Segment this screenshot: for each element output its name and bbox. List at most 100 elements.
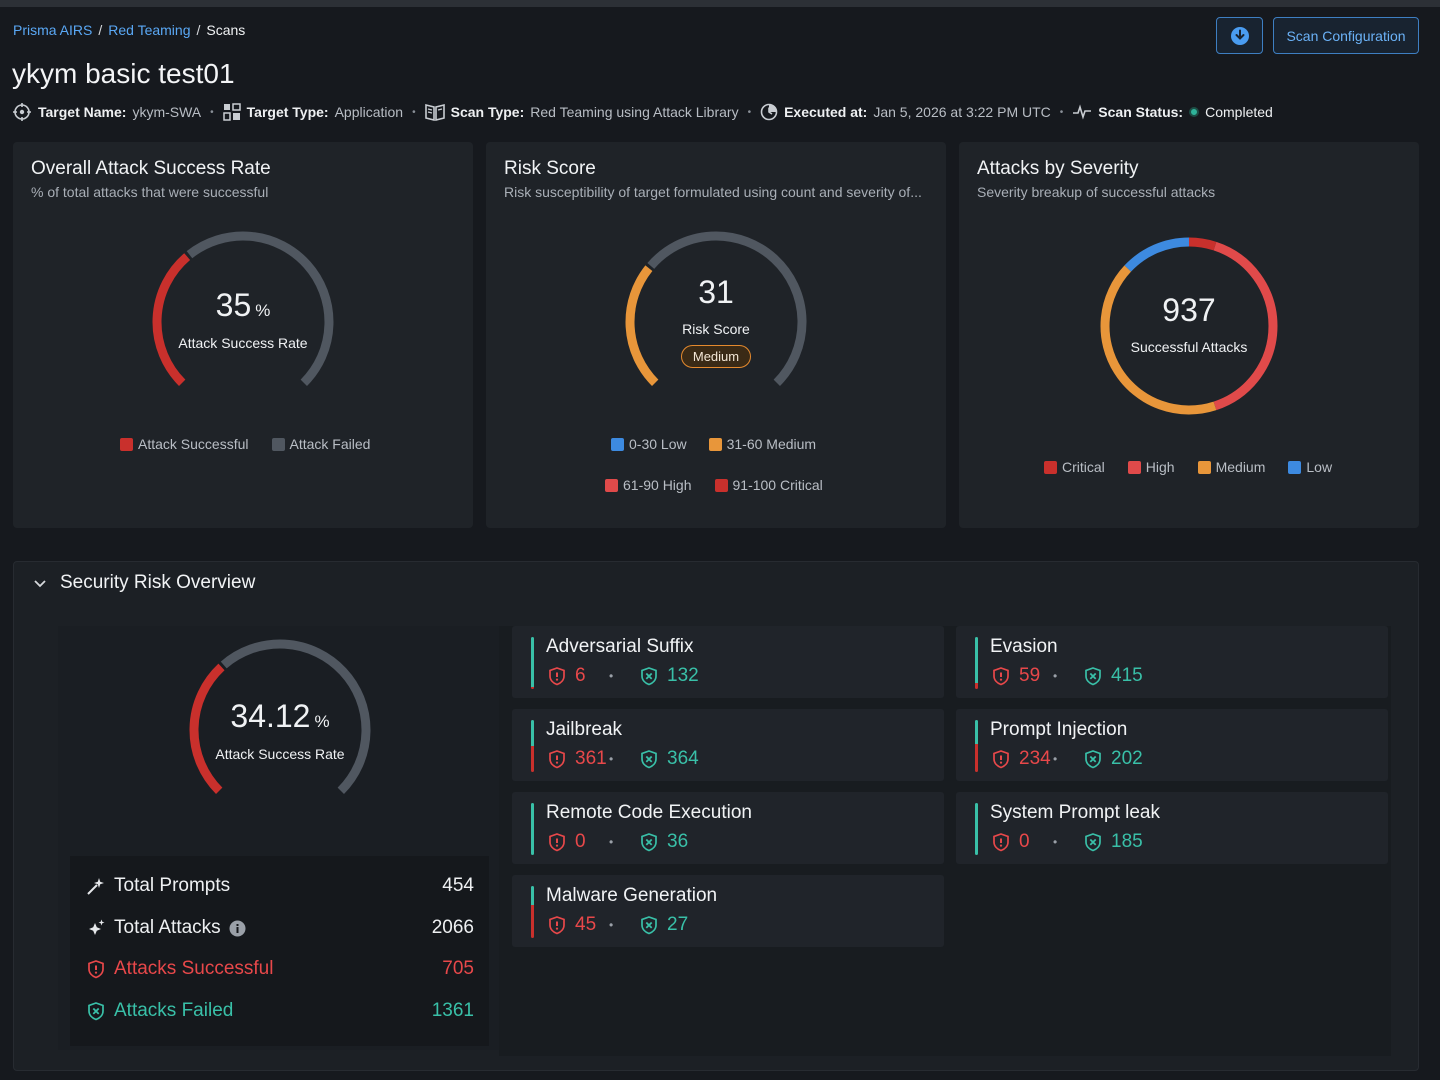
- info-icon[interactable]: [229, 920, 246, 937]
- legend-label: 31-60 Medium: [726, 436, 817, 452]
- stat-total-attacks: Total Attacks 2066: [86, 913, 474, 943]
- meta-separator: •: [747, 106, 752, 118]
- stat-value: 705: [442, 958, 474, 979]
- stat-value: 1361: [431, 1000, 474, 1021]
- donut-segment-low[interactable]: [1124, 237, 1190, 272]
- attack-rate-label: Attack Success Rate: [178, 335, 308, 351]
- attack-rate-legend: Attack Successful Attack Failed: [120, 436, 370, 452]
- failed-count: 364: [667, 748, 699, 769]
- stat-name: Total Prompts: [86, 875, 442, 897]
- breadcrumb-prisma-airs[interactable]: Prisma AIRS: [13, 22, 93, 38]
- target-icon: [13, 103, 31, 121]
- category-tile-jailbreak[interactable]: Jailbreak 361 • 364: [512, 709, 944, 781]
- shield-x-icon: [641, 667, 657, 686]
- gauge-track: [647, 231, 807, 386]
- failed-count: 27: [667, 914, 689, 935]
- category-tile-adversarial-suffix[interactable]: Adversarial Suffix 6 • 132: [512, 626, 944, 698]
- category-successful: 6: [547, 665, 609, 687]
- gauge-value-arc: [189, 663, 225, 794]
- shield-alert-icon: [549, 750, 565, 769]
- category-counts: 59 • 415: [991, 664, 1143, 688]
- download-icon: [1230, 26, 1249, 45]
- attack-rate-gauge: [152, 231, 334, 386]
- legend-low: 0-30 Low: [611, 436, 687, 452]
- overview-stats: Total Prompts 454 Total Attacks 2066 Att…: [70, 856, 489, 1046]
- category-failed: 27: [639, 914, 688, 936]
- stat-attacks-successful: Attacks Successful 705: [86, 954, 474, 984]
- donut-segment-critical[interactable]: [1188, 237, 1217, 251]
- meta-target-type: Target Type: Application: [222, 103, 403, 121]
- severity-total-label: Successful Attacks: [1130, 339, 1248, 355]
- gauge-track: [220, 639, 371, 794]
- gauge-track: [186, 231, 334, 386]
- scan-configuration-button[interactable]: Scan Configuration: [1273, 17, 1419, 54]
- breadcrumb-red-teaming[interactable]: Red Teaming: [108, 22, 191, 38]
- scan-status-label: Scan Status:: [1098, 104, 1184, 120]
- scan-status-value: Completed: [1205, 104, 1273, 120]
- legend-swatch: [1197, 460, 1211, 474]
- stat-value: 2066: [431, 917, 474, 938]
- section-header[interactable]: Security Risk Overview: [32, 572, 255, 594]
- count-separator: •: [1053, 752, 1058, 766]
- failed-count: 415: [1111, 665, 1143, 686]
- download-button[interactable]: [1216, 17, 1263, 54]
- category-counts: 361 • 364: [547, 747, 699, 771]
- legend-label: 61-90 High: [623, 477, 692, 493]
- legend-label: 91-100 Critical: [732, 477, 823, 493]
- category-tile-evasion[interactable]: Evasion 59 • 415: [956, 626, 1388, 698]
- severity-donut: [1100, 237, 1278, 415]
- category-successful: 45: [547, 914, 609, 936]
- legend-swatch: [714, 478, 728, 492]
- severity-legend: Critical High Medium Low: [1044, 459, 1332, 475]
- chevron-down-icon[interactable]: [32, 575, 48, 591]
- legend-swatch: [271, 437, 285, 451]
- meta-scan-status: Scan Status: Completed: [1072, 104, 1273, 120]
- shield-x-icon: [1085, 750, 1101, 769]
- count-separator: •: [1053, 669, 1058, 683]
- shield-x-icon: [88, 1002, 104, 1021]
- category-failed: 36: [639, 831, 688, 853]
- category-name: Adversarial Suffix: [546, 636, 694, 657]
- card-title: Risk Score: [504, 158, 596, 179]
- meta-separator: •: [412, 106, 416, 118]
- category-successful: 0: [991, 831, 1053, 853]
- failed-count: 132: [667, 665, 699, 686]
- donut-segment-medium[interactable]: [1100, 265, 1217, 415]
- shield-alert-icon: [549, 667, 565, 686]
- risk-score-value: 31: [698, 274, 734, 310]
- stat-name: Attacks Successful: [86, 958, 442, 980]
- legend-label: Attack Failed: [289, 436, 371, 452]
- category-failed: 132: [639, 665, 699, 687]
- executed-label: Executed at:: [784, 104, 868, 120]
- top-strip: [0, 0, 1440, 7]
- meta-executed-at: Executed at: Jan 5, 2026 at 3:22 PM UTC: [760, 103, 1051, 121]
- category-ratio-bar: [975, 803, 978, 855]
- breadcrumb-separator: /: [98, 22, 103, 38]
- category-ratio-bar: [531, 803, 534, 855]
- legend-attack-failed: Attack Failed: [271, 436, 371, 452]
- legend-swatch: [1127, 460, 1141, 474]
- category-tile-malware-generation[interactable]: Malware Generation 45 • 27: [512, 875, 944, 947]
- meta-separator: •: [1059, 106, 1064, 118]
- category-failed: 364: [639, 748, 699, 770]
- category-tile-remote-code-execution[interactable]: Remote Code Execution 0 • 36: [512, 792, 944, 864]
- legend-medium: 31-60 Medium: [708, 436, 817, 452]
- category-name: Evasion: [990, 636, 1058, 657]
- category-tile-prompt-injection[interactable]: Prompt Injection 234 • 202: [956, 709, 1388, 781]
- risk-score-gauge: [625, 231, 807, 386]
- shield-alert-icon: [993, 750, 1009, 769]
- stat-name: Attacks Failed: [86, 1000, 432, 1022]
- page-title: ykym basic test01: [12, 58, 235, 89]
- shield-alert-icon: [993, 667, 1009, 686]
- risk-score-label: Risk Score: [682, 321, 750, 337]
- legend-swatch: [1288, 460, 1302, 474]
- shield-alert-icon: [993, 833, 1009, 852]
- legend-swatch: [1044, 460, 1057, 474]
- target-type-label: Target Type:: [246, 104, 329, 120]
- successful-count: 45: [575, 914, 597, 935]
- donut-segment-high[interactable]: [1213, 241, 1278, 411]
- card-subtitle: % of total attacks that were successful: [31, 184, 269, 200]
- category-tile-system-prompt-leak[interactable]: System Prompt leak 0 • 185: [956, 792, 1388, 864]
- attack-rate-value: 35%: [143, 287, 343, 324]
- attack-rate-unit: %: [255, 301, 271, 320]
